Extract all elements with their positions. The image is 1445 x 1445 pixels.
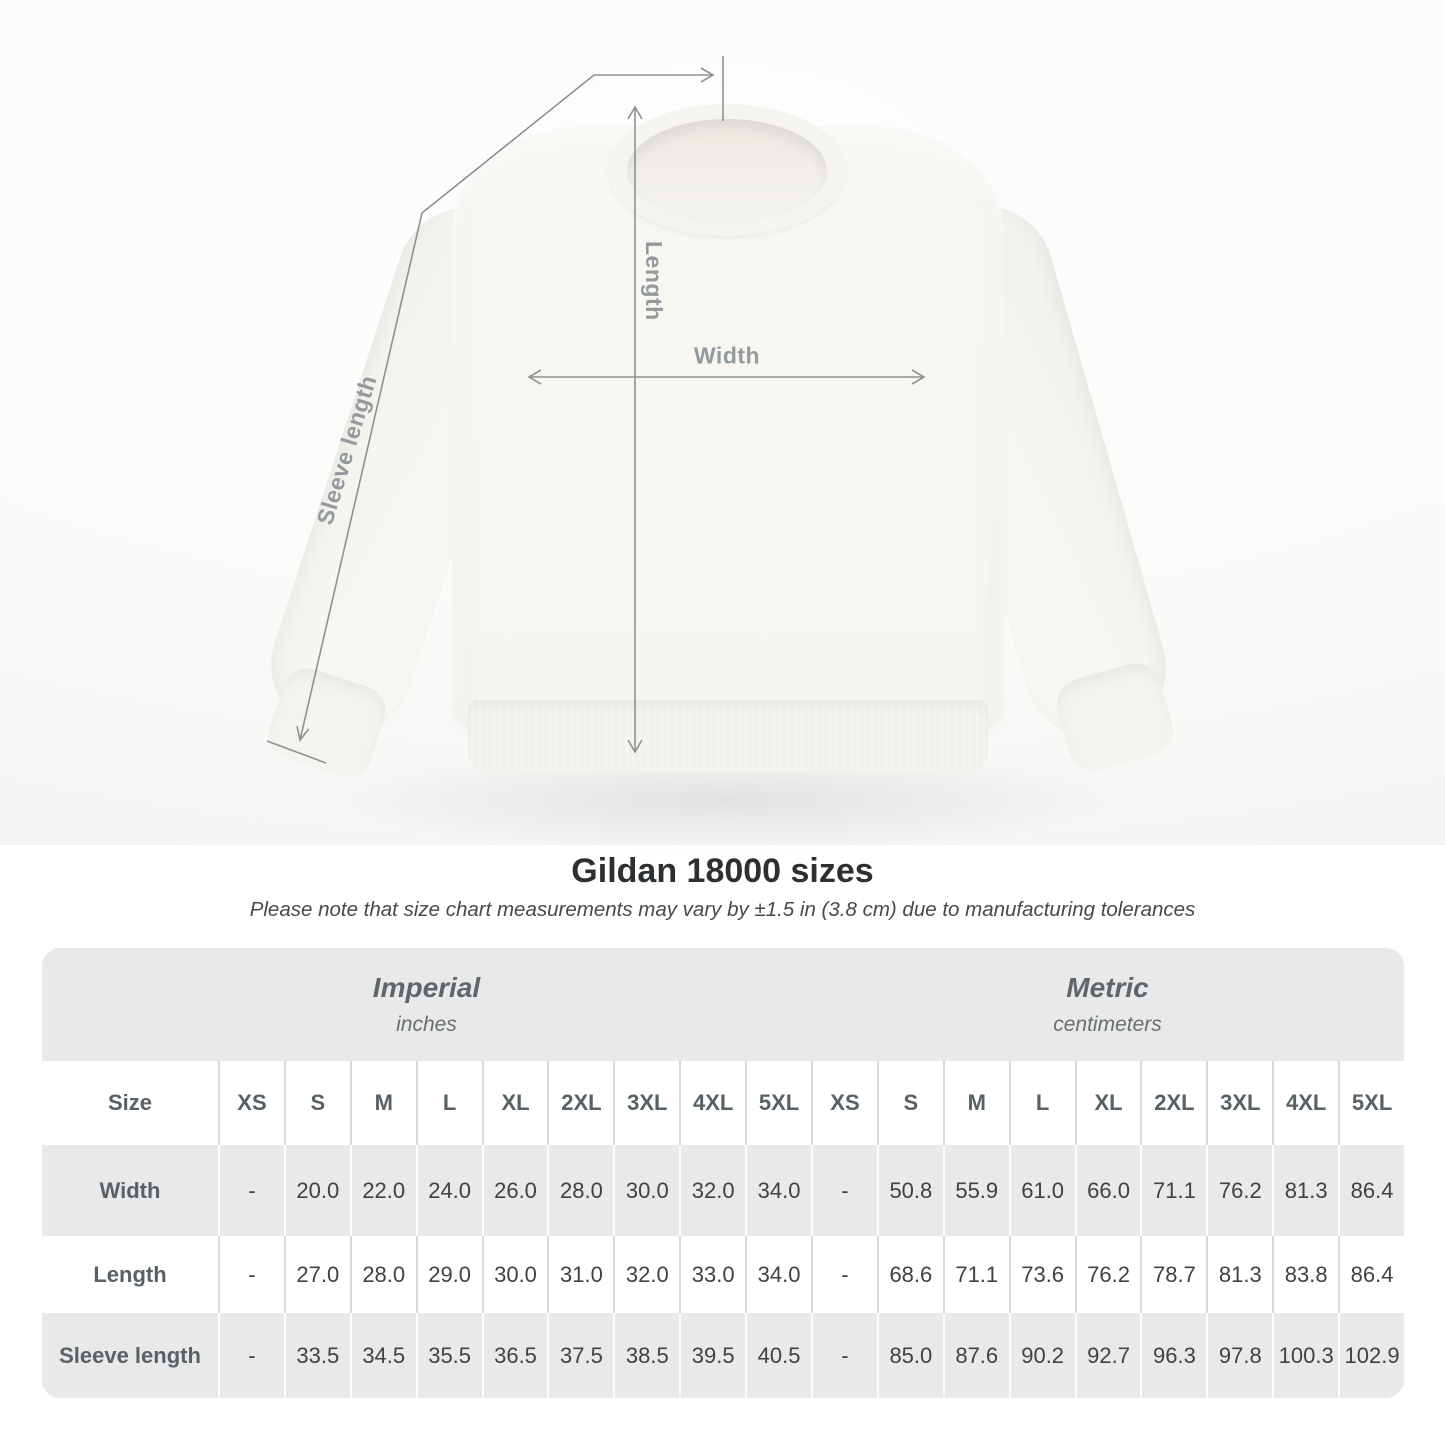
cell: -: [811, 1236, 877, 1313]
size-header: 5XL: [745, 1061, 811, 1145]
row-label: Width: [99, 1177, 161, 1203]
garment-photo: Length Width Sleeve length: [0, 0, 1445, 857]
tolerance-note: Please note that size chart measurements…: [249, 898, 1196, 921]
cell: 34.5: [349, 1313, 416, 1398]
units-band: Imperial inches Metric centimeters: [42, 948, 1404, 1061]
hem-band: [468, 700, 988, 772]
cell: 31.0: [547, 1236, 613, 1313]
cell: 102.9: [1338, 1313, 1404, 1398]
cell: 90.2: [1008, 1313, 1075, 1398]
cell: 81.3: [1206, 1236, 1272, 1313]
size-table: Imperial inches Metric centimeters Size …: [42, 948, 1404, 1398]
size-header: 3XL: [613, 1061, 679, 1145]
cell: 50.8: [876, 1145, 943, 1236]
cell: 33.0: [679, 1236, 745, 1313]
cell: 28.0: [547, 1145, 613, 1236]
cell: 28.0: [349, 1236, 416, 1313]
cell: 30.0: [481, 1236, 548, 1313]
cell: 76.2: [1074, 1236, 1141, 1313]
size-header: L: [1008, 1061, 1075, 1145]
cell: 55.9: [942, 1145, 1009, 1236]
cell: 34.0: [745, 1145, 811, 1236]
metric-label: Metric: [1066, 972, 1149, 1003]
cell: -: [218, 1313, 284, 1398]
table-header-row: Size XS S M L XL 2XL 3XL 4XL 5XL XS S M …: [42, 1061, 1404, 1145]
cell: 20.0: [283, 1145, 350, 1236]
imperial-label: Imperial: [372, 972, 481, 1003]
width-label: Width: [693, 342, 761, 369]
size-header: 5XL: [1338, 1061, 1404, 1145]
cell: -: [218, 1145, 284, 1236]
size-header: L: [415, 1061, 482, 1145]
cell: 61.0: [1008, 1145, 1075, 1236]
cell: 22.0: [349, 1145, 416, 1236]
cell: 26.0: [481, 1145, 548, 1236]
cell: 39.5: [679, 1313, 745, 1398]
sleeve-offset-arrow: [700, 67, 715, 83]
size-column-header: Size: [107, 1090, 153, 1115]
cell: 36.5: [481, 1313, 548, 1398]
row-label: Length: [93, 1261, 167, 1287]
cell: 29.0: [415, 1236, 482, 1313]
size-header: S: [283, 1061, 350, 1145]
length-arrow-top: [627, 105, 643, 120]
imperial-group-header: Imperial inches: [42, 948, 811, 1061]
cell: 35.5: [415, 1313, 482, 1398]
cell: 92.7: [1074, 1313, 1141, 1398]
cell: 32.0: [613, 1236, 679, 1313]
cell: 76.2: [1206, 1145, 1272, 1236]
table-row-sleeve-length: Sleeve length - 33.5 34.5 35.5 36.5 37.5…: [42, 1313, 1404, 1398]
cell: -: [811, 1145, 877, 1236]
cell: 32.0: [679, 1145, 745, 1236]
cell: -: [811, 1313, 877, 1398]
size-header: XS: [218, 1061, 284, 1145]
cell: 71.1: [1140, 1145, 1206, 1236]
cell: 81.3: [1272, 1145, 1338, 1236]
cell: 86.4: [1338, 1145, 1404, 1236]
size-header: 2XL: [1140, 1061, 1206, 1145]
cell: 97.8: [1206, 1313, 1272, 1398]
cell: 100.3: [1272, 1313, 1338, 1398]
collar-inner: [627, 119, 827, 223]
cell: 78.7: [1140, 1236, 1206, 1313]
cell: 34.0: [745, 1236, 811, 1313]
cell: 83.8: [1272, 1236, 1338, 1313]
cell: 33.5: [283, 1313, 350, 1398]
table-row-length: Length - 27.0 28.0 29.0 30.0 31.0 32.0 3…: [42, 1236, 1404, 1313]
cell: 38.5: [613, 1313, 679, 1398]
cell: 85.0: [876, 1313, 943, 1398]
cell: 27.0: [283, 1236, 350, 1313]
cell: 87.6: [942, 1313, 1009, 1398]
metric-unit: centimeters: [1053, 1013, 1162, 1036]
metric-group-header: Metric centimeters: [811, 948, 1404, 1061]
cell: 37.5: [547, 1313, 613, 1398]
cell: 24.0: [415, 1145, 482, 1236]
page-title: Gildan 18000 sizes: [571, 852, 874, 890]
size-header: XS: [811, 1061, 877, 1145]
size-header: XL: [481, 1061, 548, 1145]
size-header: M: [349, 1061, 416, 1145]
size-header: M: [942, 1061, 1009, 1145]
size-header: S: [876, 1061, 943, 1145]
cell: 40.5: [745, 1313, 811, 1398]
cell: -: [218, 1236, 284, 1313]
cell: 86.4: [1338, 1236, 1404, 1313]
cell: 66.0: [1074, 1145, 1141, 1236]
size-header: 4XL: [679, 1061, 745, 1145]
cell: 71.1: [942, 1236, 1009, 1313]
cell: 68.6: [876, 1236, 943, 1313]
imperial-unit: inches: [396, 1013, 457, 1036]
size-header: XL: [1074, 1061, 1141, 1145]
size-header: 2XL: [547, 1061, 613, 1145]
length-label: Length: [641, 241, 667, 321]
size-header: 3XL: [1206, 1061, 1272, 1145]
cell: 73.6: [1008, 1236, 1075, 1313]
cell: 30.0: [613, 1145, 679, 1236]
table-row-width: Width - 20.0 22.0 24.0 26.0 28.0 30.0 32…: [42, 1145, 1404, 1236]
cell: 96.3: [1140, 1313, 1206, 1398]
row-label: Sleeve length: [59, 1342, 201, 1368]
size-header: 4XL: [1272, 1061, 1338, 1145]
